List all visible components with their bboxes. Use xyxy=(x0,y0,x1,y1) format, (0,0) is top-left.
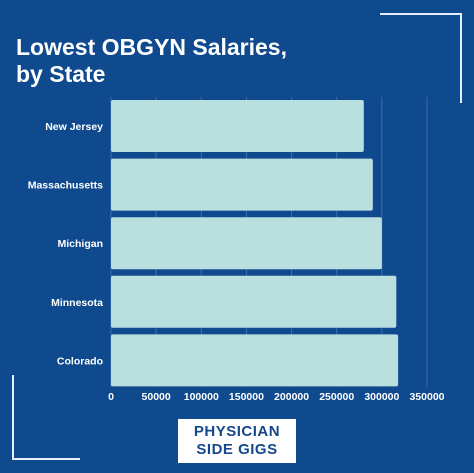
category-label: Massachusetts xyxy=(28,180,103,192)
category-labels: New Jersey Massachusetts Michigan Minnesota… xyxy=(28,121,103,367)
x-tick-label: 200000 xyxy=(274,391,309,403)
logo-line-1: PHYSICIAN xyxy=(193,423,281,440)
bar xyxy=(111,158,373,211)
category-label: New Jersey xyxy=(45,121,103,133)
chart-title: Lowest OBGYN Salaries, by State xyxy=(16,34,376,88)
physician-side-gigs-logo: PHYSICIAN SIDE GIGS xyxy=(178,419,296,463)
x-tick-labels: 0 50000 100000 150000 200000 250000 300000 3500… xyxy=(108,391,445,403)
x-tick-label: 150000 xyxy=(229,391,264,403)
x-tick-label: 100000 xyxy=(184,391,219,403)
x-tick-label: 300000 xyxy=(364,391,399,403)
logo-line-2: SIDE GIGS xyxy=(196,441,278,458)
x-tick-label: 350000 xyxy=(409,391,444,403)
bar xyxy=(111,100,364,152)
bar xyxy=(111,334,399,387)
frame-top-right-horizontal xyxy=(380,13,462,15)
x-tick-label: 250000 xyxy=(319,391,354,403)
chart-title-line-1: Lowest OBGYN Salaries, xyxy=(16,34,287,60)
category-label: Michigan xyxy=(57,238,103,250)
x-tick-label: 50000 xyxy=(142,391,171,403)
category-label: Minnesota xyxy=(51,297,103,309)
frame-bottom-left-horizontal xyxy=(12,458,80,460)
bars xyxy=(111,100,399,387)
bar xyxy=(111,217,382,270)
x-tick-label: 0 xyxy=(108,391,114,403)
chart-title-line-2: by State xyxy=(16,61,106,87)
bar xyxy=(111,275,397,328)
frame-top-right-vertical xyxy=(460,13,462,103)
frame-bottom-left-vertical xyxy=(12,375,14,460)
category-label: Colorado xyxy=(57,355,103,367)
